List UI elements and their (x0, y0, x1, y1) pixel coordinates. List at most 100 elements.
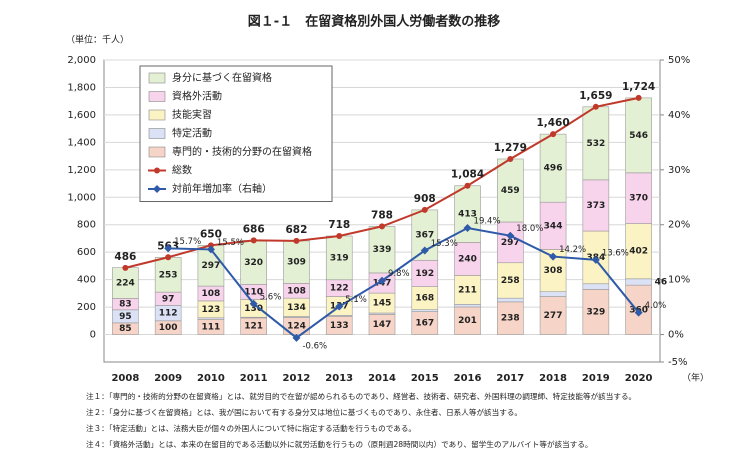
point (592, 103, 599, 110)
total-label: 486 (114, 251, 136, 263)
bar-label: 108 (287, 286, 306, 296)
bar-label: 95 (119, 312, 132, 322)
legend-label: 総数 (172, 164, 192, 177)
line-label: -0.6% (302, 341, 327, 351)
legend-swatch (148, 146, 166, 158)
bar-segment (325, 235, 353, 281)
legend-frame (139, 65, 333, 202)
bar-label: 546 (629, 131, 648, 141)
y-tick-label: 1,200 (67, 165, 96, 176)
legend-swatch (148, 128, 166, 139)
point (164, 244, 173, 253)
bar-segment (497, 262, 524, 299)
point (206, 245, 215, 254)
bar-label: 224 (116, 279, 135, 289)
bar-segment (497, 221, 524, 264)
bar-segment (283, 240, 310, 284)
bar-label: 122 (330, 284, 349, 294)
line-label: 9.8% (388, 269, 410, 279)
bar-segment (582, 179, 610, 232)
bar-label: 277 (544, 311, 563, 321)
unit-label: （単位：千人） (66, 34, 129, 46)
legend: 身分に基づく在留資格資格外活動技能実習特定活動専門的・技術的分野の在留資格総数対… (139, 65, 333, 202)
line-label: 19.4% (474, 217, 501, 227)
bar-segment (539, 296, 567, 335)
total-label: 788 (371, 209, 393, 221)
bar-label: 201 (458, 316, 477, 326)
x-tick-label: 2015 (411, 373, 439, 384)
point (420, 246, 429, 255)
point (122, 264, 129, 271)
legend-marker (153, 185, 161, 193)
bar-segment (539, 291, 567, 297)
point (591, 255, 600, 264)
point (249, 299, 258, 308)
total-label: 1,279 (494, 142, 527, 154)
bar-label: 167 (415, 319, 434, 329)
bar-label: 320 (244, 258, 263, 268)
x-tick-label: 2010 (197, 373, 225, 384)
bar-label: 124 (287, 322, 306, 332)
line-label: 15.3% (431, 239, 458, 249)
bar-label: 111 (202, 322, 221, 332)
bar-label: 253 (159, 270, 178, 280)
note: 注４：「資格外活動」とは、本来の在留目的である活動以外に就労活動を行うもの（原則… (86, 439, 593, 449)
x-tick-label: 2020 (625, 373, 653, 384)
bar-label: 297 (202, 261, 221, 271)
bar-segment (539, 201, 567, 250)
point (379, 223, 385, 230)
x-tick-label: 2012 (283, 373, 311, 384)
line-label: 14.2% (559, 245, 586, 255)
bar-label: 308 (544, 266, 563, 276)
y-tick-label: 0 (90, 330, 96, 341)
bar-label: 168 (415, 294, 434, 304)
bar-segment (240, 240, 267, 285)
bar-label: 413 (458, 210, 477, 220)
bar-segment (625, 223, 652, 280)
bar-label: 339 (373, 245, 392, 255)
bar-label: 496 (544, 164, 563, 174)
bar-label: 297 (501, 238, 520, 248)
bar-label: 97 (162, 294, 175, 304)
bar-label: 100 (159, 323, 178, 333)
bar-label: 147 (373, 320, 392, 330)
x-unit-label: （年） (682, 372, 709, 384)
bar-label: 134 (287, 303, 306, 313)
total-label: 1,724 (622, 81, 655, 93)
x-tick-label: 2009 (154, 373, 182, 384)
bar-label: 211 (458, 285, 477, 295)
point (507, 155, 514, 162)
note: 注２：「身分に基づく在留資格」とは、我が国において有する身分又は地位に基づくもの… (86, 407, 522, 417)
y2-tick-label: 40% (668, 110, 690, 121)
x-tick-label: 2008 (111, 373, 139, 384)
line-label: 15.7% (174, 237, 201, 247)
bar-segment (582, 289, 610, 335)
chart-title: 図１-１ 在留資格別外国人労働者数の推移 (248, 14, 500, 30)
y-tick-label: 2,000 (67, 55, 96, 66)
point (549, 252, 558, 261)
bar-label: 130 (244, 304, 263, 314)
bar-segment (582, 283, 610, 290)
total-label: 686 (243, 223, 265, 235)
x-tick-label: 2018 (539, 373, 567, 384)
bar-label: 367 (415, 231, 434, 241)
note: 注１：「専門的・技術的分野の在留資格」とは、就労目的で在留が認められるものであり… (86, 391, 636, 401)
bar-label: 240 (458, 254, 477, 264)
y-tick-label: 200 (77, 302, 96, 313)
bar-segment (582, 106, 610, 181)
bar-label: 309 (287, 258, 306, 268)
y-tick-label: 400 (77, 275, 96, 286)
x-tick-label: 2011 (240, 373, 268, 384)
bar-label: 46 (655, 277, 668, 287)
bar-label: 344 (544, 221, 563, 231)
y2-tick-label: 20% (668, 220, 690, 231)
point (335, 302, 344, 311)
line-label: 15.5% (217, 238, 244, 248)
bar-label: 459 (501, 186, 520, 196)
bar-segment (539, 133, 567, 203)
line (168, 226, 640, 340)
y-tick-label: 1,800 (67, 82, 96, 93)
legend-label: 特定活動 (172, 127, 212, 140)
legend-label: 資格外活動 (172, 90, 222, 103)
